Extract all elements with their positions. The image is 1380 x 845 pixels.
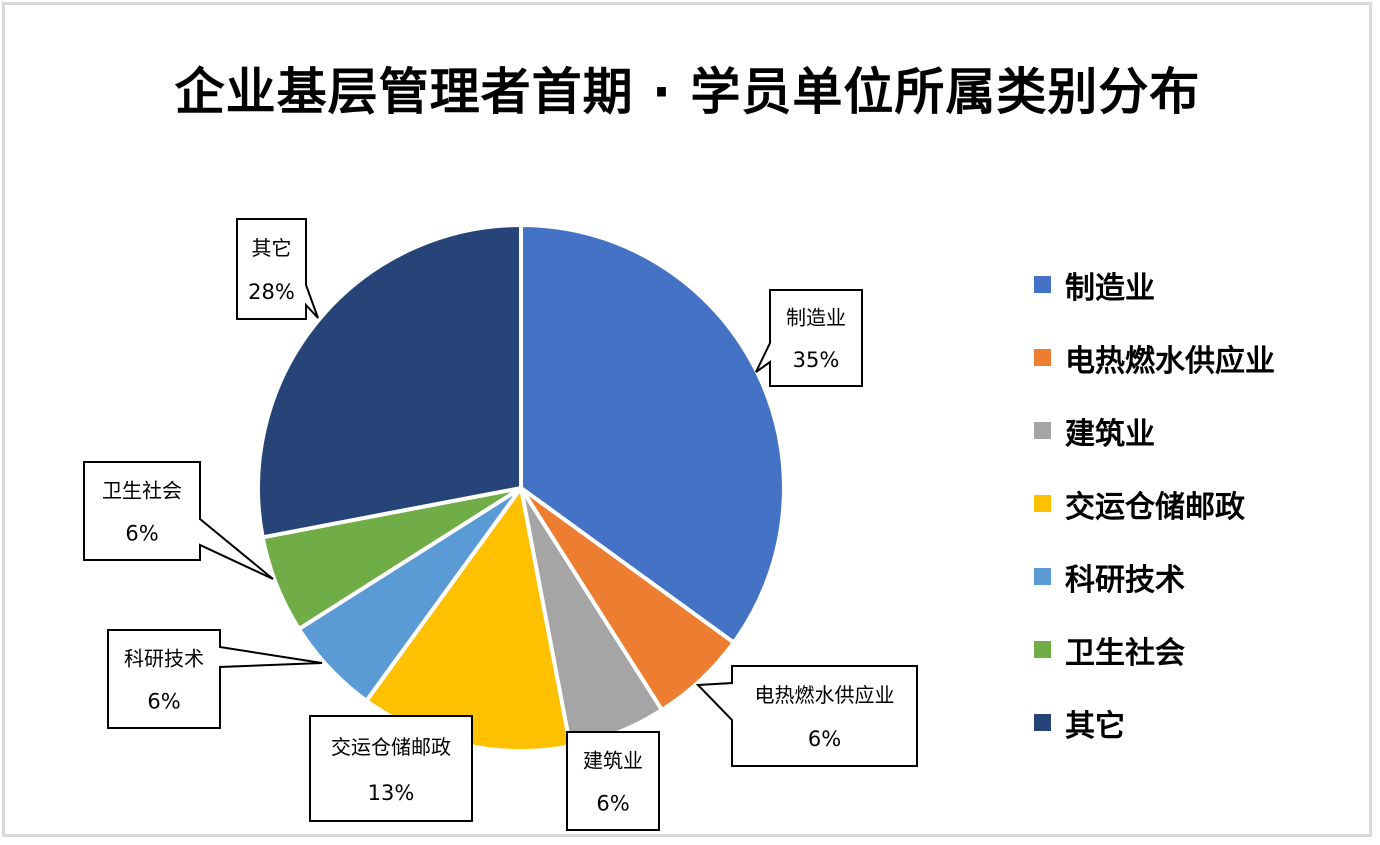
callout-box [566,731,660,831]
callout-percent: 13% [368,781,415,805]
callout-box [83,461,274,580]
callout-category: 电热燃水供应业 [755,683,895,707]
legend-item: 电热燃水供应业 [1034,321,1275,394]
legend-swatch-icon [1034,641,1051,658]
legend: 制造业 电热燃水供应业 建筑业 交运仓储邮政 科研技术 卫生社会 其它 [1034,248,1275,759]
legend-item: 建筑业 [1034,394,1275,467]
legend-label: 制造业 [1065,270,1155,306]
legend-label: 电热燃水供应业 [1065,343,1275,379]
callout-box [107,629,323,729]
callout-category: 卫生社会 [102,478,182,502]
callout-box [236,218,319,320]
legend-item: 交运仓储邮政 [1034,467,1275,540]
callout-percent: 6% [125,521,158,545]
legend-item: 卫生社会 [1034,613,1275,686]
callout-category: 建筑业 [583,748,643,772]
callout-category: 科研技术 [124,646,204,670]
legend-label: 交运仓储邮政 [1065,489,1245,525]
pie-slices [256,223,786,753]
callout-percent: 6% [596,791,629,815]
legend-swatch-icon [1034,714,1051,731]
legend-swatch-icon [1034,276,1051,293]
callout-category: 制造业 [786,306,846,330]
callout-percent: 6% [808,727,841,751]
data-label-callouts: 制造业 35% 电热燃水供应业 6% 建筑业 6% 交运仓储邮政 13% 科研技术 6% 卫生社会 6… [83,218,918,831]
pie-slice-0 [519,223,786,645]
callout-box [309,715,473,822]
legend-item: 其它 [1034,686,1275,759]
callout-percent: 6% [147,689,180,713]
callout-box [755,289,863,387]
callout-category: 其它 [252,236,292,260]
legend-swatch-icon [1034,568,1051,585]
legend-label: 其它 [1065,708,1125,744]
callout-category: 交运仓储邮政 [331,735,451,759]
legend-item: 科研技术 [1034,540,1275,613]
legend-swatch-icon [1034,422,1051,439]
pie-slice-6 [256,223,523,540]
legend-label: 卫生社会 [1065,635,1185,671]
legend-label: 科研技术 [1065,562,1185,598]
callout-percent: 35% [793,348,840,372]
legend-swatch-icon [1034,349,1051,366]
legend-item: 制造业 [1034,248,1275,321]
callout-box [695,665,918,767]
legend-swatch-icon [1034,495,1051,512]
chart-title: 企业基层管理者首期 · 学员单位所属类别分布 [174,63,1201,121]
legend-label: 建筑业 [1065,416,1155,452]
callout-percent: 28% [248,280,295,304]
